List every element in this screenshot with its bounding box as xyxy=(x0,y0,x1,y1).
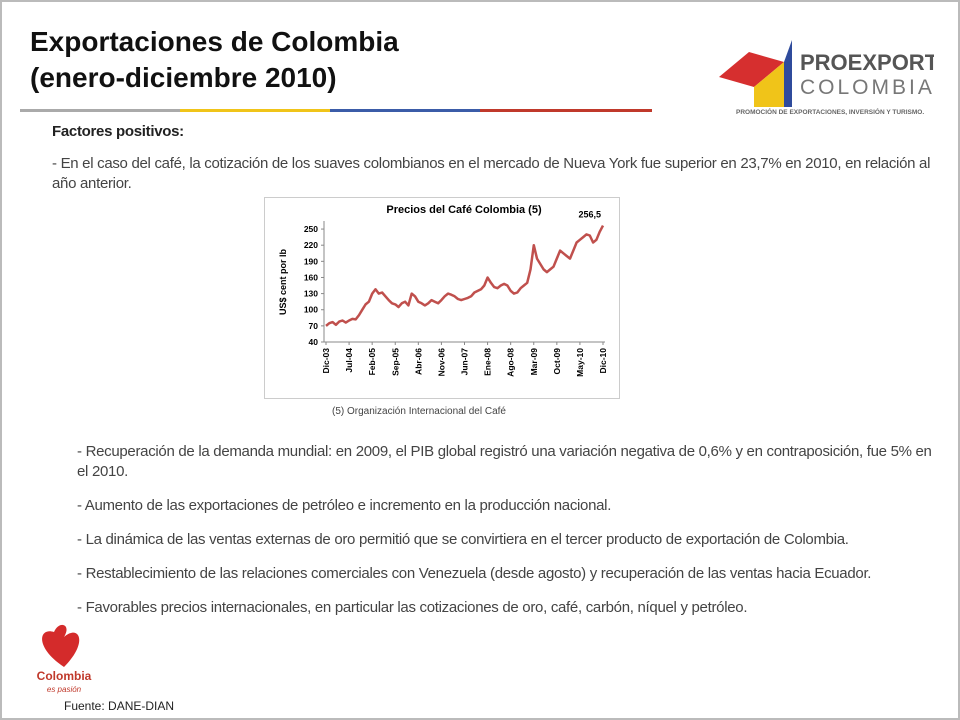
chart-note: (5) Organización Internacional del Café xyxy=(332,406,506,417)
y-tick-label: 220 xyxy=(304,240,318,250)
y-tick-label: 250 xyxy=(304,224,318,234)
logo-tagline: PROMOCIÓN DE EXPORTACIONES, INVERSIÓN Y … xyxy=(736,107,924,116)
chart: Precios del Café Colombia (5) US$ cent p… xyxy=(264,197,620,399)
x-tick-label: Oct-09 xyxy=(552,348,562,375)
title: Exportaciones de Colombia xyxy=(30,26,399,57)
brand-slogan: es pasión xyxy=(47,685,82,694)
y-tick-label: 160 xyxy=(304,272,318,282)
logo-name: COLOMBIA xyxy=(800,76,934,99)
colombia-logo: Colombia es pasión xyxy=(37,624,92,694)
title-rule xyxy=(20,109,652,112)
y-tick-label: 40 xyxy=(309,337,319,347)
brand-name: Colombia xyxy=(37,669,92,683)
bullet: - La dinámica de las ventas externas de … xyxy=(77,531,849,548)
x-tick-label: May-10 xyxy=(575,348,585,377)
bullet: - Recuperación de la demanda mundial: en… xyxy=(77,443,932,480)
heading: Factores positivos: xyxy=(52,123,184,140)
paragraph: - En el caso del café, la cotización de … xyxy=(52,155,931,192)
x-tick-label: Feb-05 xyxy=(367,348,377,376)
y-tick-label: 70 xyxy=(309,321,319,331)
x-tick-label: Mar-09 xyxy=(529,348,539,376)
logo-name: PROEXPORT xyxy=(800,50,934,75)
y-axis-label: US$ cent por lb xyxy=(278,248,288,315)
proexport-logo: PROEXPORT COLOMBIA PROMOCIÓN DE EXPORTAC… xyxy=(719,40,934,116)
y-tick-label: 190 xyxy=(304,256,318,266)
bullet-list: - Recuperación de la demanda mundial: en… xyxy=(77,442,937,632)
y-tick-label: 100 xyxy=(304,305,318,315)
bullet: - Favorables precios internacionales, en… xyxy=(77,599,748,616)
chart-title: Precios del Café Colombia (5) xyxy=(386,204,542,216)
bullet: - Aumento de las exportaciones de petról… xyxy=(77,497,612,514)
x-tick-label: Jun-07 xyxy=(460,348,470,376)
line xyxy=(325,225,605,327)
x-tick-label: Sep-05 xyxy=(390,348,400,376)
y-tick-label: 130 xyxy=(304,289,318,299)
x-tick-label: Dic-03 xyxy=(321,348,331,374)
x-tick-label: Abr-06 xyxy=(413,348,423,375)
bullet: - Restablecimiento de las relaciones com… xyxy=(77,565,872,582)
source: Fuente: DANE-DIAN xyxy=(64,699,175,713)
x-tick-label: Nov-06 xyxy=(436,348,446,377)
x-tick-label: Ago-08 xyxy=(506,348,516,377)
title: (enero-diciembre 2010) xyxy=(30,62,337,93)
x-tick-label: Ene-08 xyxy=(483,348,493,376)
x-tick-label: Jul-04 xyxy=(344,348,354,373)
data-label: 256,5 xyxy=(578,210,601,220)
x-tick-label: Dic-10 xyxy=(598,348,608,374)
